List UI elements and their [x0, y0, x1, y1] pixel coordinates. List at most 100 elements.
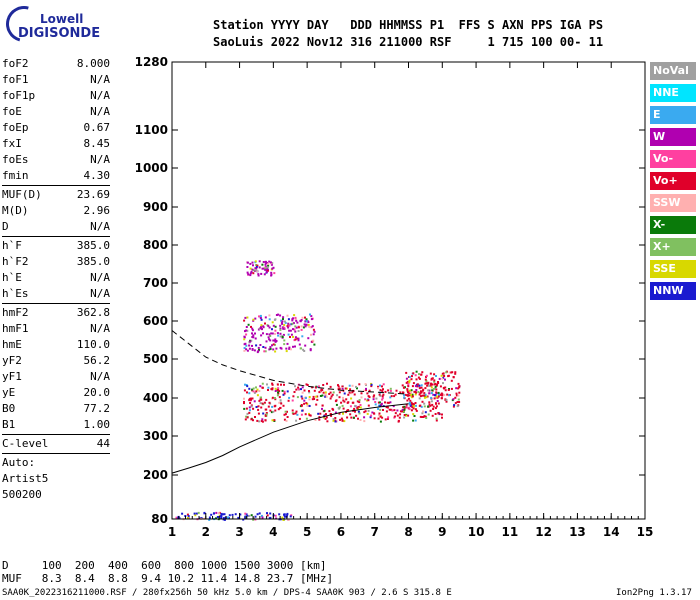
echo-point: [280, 383, 282, 386]
echo-point: [246, 261, 249, 264]
echo-point: [406, 389, 409, 392]
param-row: h`F2 385.0: [2, 254, 110, 270]
echo-point: [342, 412, 344, 415]
echo-point: [262, 412, 265, 415]
echo-point: [440, 393, 443, 396]
echo-point: [303, 350, 306, 352]
echo-point: [292, 322, 295, 325]
echo-point: [278, 390, 281, 393]
echo-point: [222, 513, 224, 516]
echo-point: [448, 371, 451, 374]
echo-point: [249, 402, 252, 404]
echo-point: [282, 404, 285, 407]
echo-point: [367, 404, 370, 407]
echo-point: [249, 272, 252, 275]
echo-point: [402, 386, 405, 389]
echo-point: [301, 316, 304, 319]
param-label: h`F2: [2, 255, 29, 268]
echo-point: [433, 397, 436, 400]
echo-point: [274, 329, 277, 332]
echo-point: [251, 336, 254, 338]
echo-point: [282, 519, 285, 521]
echo-point: [437, 391, 440, 394]
echo-point: [283, 513, 285, 516]
echo-point: [414, 374, 417, 377]
echo-point: [245, 384, 248, 386]
echo-point: [420, 391, 423, 394]
echo-point: [258, 399, 261, 402]
echo-point: [424, 411, 427, 414]
echo-point: [455, 394, 458, 397]
echo-point: [267, 405, 270, 408]
echo-point: [308, 405, 311, 407]
echo-point: [346, 401, 349, 404]
echo-point: [246, 329, 249, 332]
echo-point: [279, 407, 282, 410]
x-tick-label: 11: [502, 525, 519, 539]
echo-point: [350, 392, 353, 395]
echo-point: [425, 417, 428, 419]
echo-point: [328, 393, 331, 395]
param-label: C-level: [2, 437, 49, 450]
legend-item-sse: SSE: [650, 260, 696, 278]
echo-point: [265, 271, 268, 273]
echo-point: [264, 414, 267, 417]
echo-point: [187, 515, 190, 518]
echo-point: [379, 420, 382, 423]
echo-point: [274, 397, 276, 399]
echo-point: [298, 417, 301, 420]
echo-point: [429, 372, 432, 375]
echo-point: [418, 397, 421, 400]
echo-point: [341, 419, 344, 422]
echo-point: [295, 419, 298, 422]
echo-point: [381, 416, 384, 419]
echo-point: [330, 414, 333, 417]
echo-point: [278, 513, 281, 516]
echo-point: [283, 418, 286, 421]
echo-point: [304, 344, 307, 347]
echo-point: [355, 385, 357, 388]
echo-point: [269, 409, 272, 412]
echo-point: [420, 405, 423, 408]
echo-point: [258, 390, 261, 392]
echo-point: [436, 400, 439, 402]
echo-point: [264, 267, 267, 270]
echo-point: [266, 262, 268, 264]
echo-point: [406, 380, 409, 383]
x-tick-label: 12: [535, 525, 552, 539]
echo-point: [403, 396, 406, 399]
echo-point: [308, 325, 311, 328]
echo-point: [280, 402, 283, 405]
echo-point: [334, 400, 337, 403]
echo-point: [254, 260, 257, 263]
echo-point: [244, 342, 247, 345]
echo-point: [251, 397, 254, 400]
echo-point: [408, 375, 411, 378]
echo-point: [396, 414, 399, 417]
echo-point: [458, 391, 461, 394]
echo-point: [261, 267, 264, 270]
echo-point: [277, 334, 280, 337]
echo-point: [178, 517, 181, 520]
param-row: foEp 0.67: [2, 120, 110, 136]
echo-point: [294, 412, 297, 415]
echo-point: [269, 335, 272, 337]
echo-point: [244, 418, 247, 421]
echo-point: [310, 333, 312, 336]
echo-point: [274, 409, 277, 412]
echo-point: [194, 514, 197, 517]
param-label: MUF(D): [2, 188, 42, 201]
echo-point: [284, 321, 287, 324]
echo-point: [435, 384, 438, 387]
echo-point: [309, 313, 311, 316]
echo-point: [244, 517, 247, 520]
echo-point: [418, 377, 421, 380]
echo-point: [325, 413, 327, 416]
echo-point: [410, 389, 413, 392]
param-row: D N/A: [2, 219, 110, 235]
echo-point: [457, 394, 460, 397]
echo-point: [243, 336, 246, 339]
echo-point: [322, 391, 325, 394]
echo-point: [445, 371, 448, 374]
echo-point: [270, 271, 273, 274]
